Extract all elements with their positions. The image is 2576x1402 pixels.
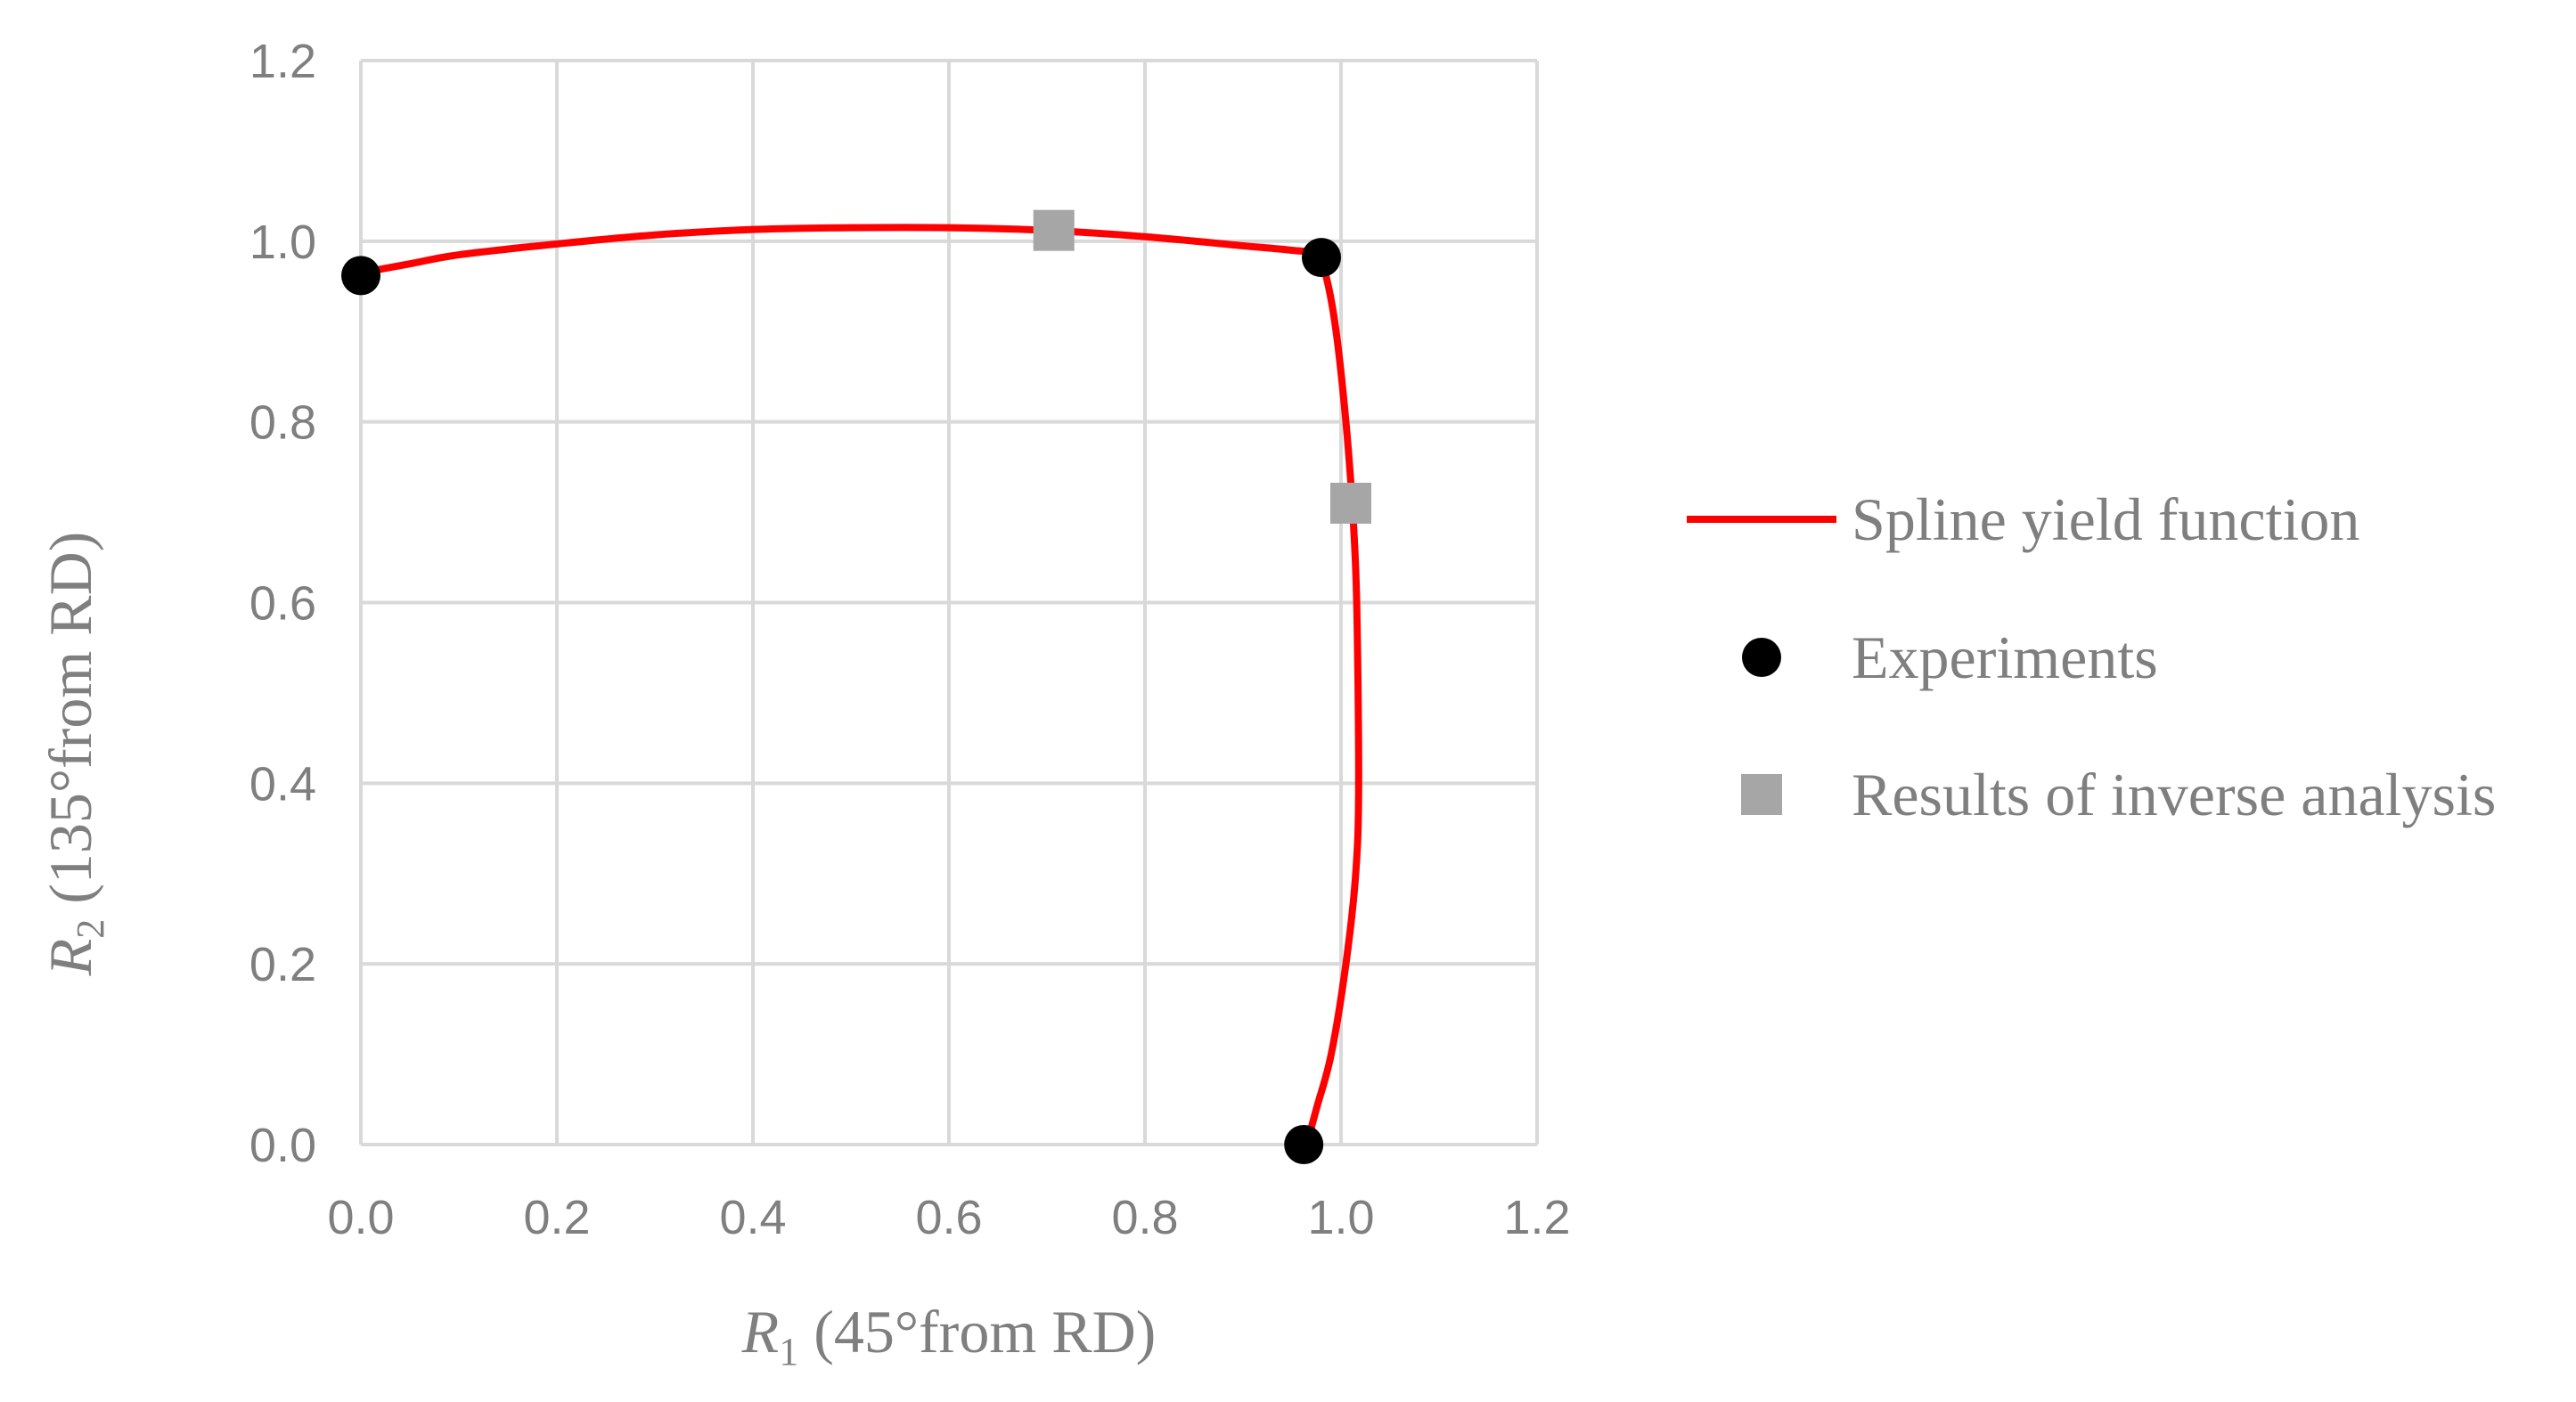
x-axis-title-symbol: R — [741, 1298, 780, 1365]
legend-square-swatch — [1741, 774, 1782, 815]
x-axis-title-rest: (45°from RD) — [798, 1298, 1156, 1365]
plot-area — [341, 209, 1371, 1164]
y-tick-label: 0.6 — [249, 577, 316, 631]
grid — [359, 59, 1539, 1146]
inverse-analysis-point — [1033, 209, 1075, 251]
x-axis-title-subscript: 1 — [779, 1330, 798, 1373]
y-tick-label: 1.2 — [249, 35, 316, 88]
x-tick-label: 0.2 — [523, 1191, 590, 1244]
experiment-point — [1302, 238, 1341, 278]
legend-circle-swatch — [1742, 638, 1781, 677]
y-tick-label: 0.8 — [249, 396, 316, 450]
legend-label-experiments: Experiments — [1852, 624, 2158, 691]
legend-label-inverse: Results of inverse analysis — [1852, 761, 2496, 828]
y-tick-label: 0.0 — [249, 1119, 316, 1172]
y-axis-title: R2 (135°from RD) — [37, 532, 112, 977]
x-tick-labels: 0.0 0.2 0.4 0.6 0.8 1.0 1.2 — [327, 1191, 1570, 1244]
inverse-analysis-point — [1330, 482, 1371, 524]
series-line-spline — [360, 224, 1362, 1146]
legend: Spline yield function Experiments Result… — [1687, 485, 2496, 828]
x-tick-label: 0.4 — [719, 1191, 786, 1244]
x-axis-title: R1 (45°from RD) — [741, 1298, 1157, 1373]
x-tick-label: 0.8 — [1111, 1191, 1178, 1244]
y-tick-label: 1.0 — [249, 216, 316, 269]
experiment-point — [1284, 1125, 1324, 1164]
y-axis-title-subscript: 2 — [69, 919, 112, 939]
x-tick-label: 1.2 — [1503, 1191, 1570, 1244]
experiment-point — [341, 256, 380, 296]
legend-label-spline: Spline yield function — [1852, 485, 2359, 553]
y-tick-label: 0.4 — [249, 757, 316, 811]
y-axis-title-rest: (135°from RD) — [37, 532, 104, 919]
x-tick-label: 0.0 — [327, 1191, 394, 1244]
y-tick-labels: 0.0 0.2 0.4 0.6 0.8 1.0 1.2 — [249, 35, 316, 1172]
y-axis-title-symbol: R — [37, 939, 104, 977]
x-tick-label: 1.0 — [1307, 1191, 1374, 1244]
y-tick-label: 0.2 — [249, 938, 316, 991]
x-tick-label: 0.6 — [915, 1191, 982, 1244]
